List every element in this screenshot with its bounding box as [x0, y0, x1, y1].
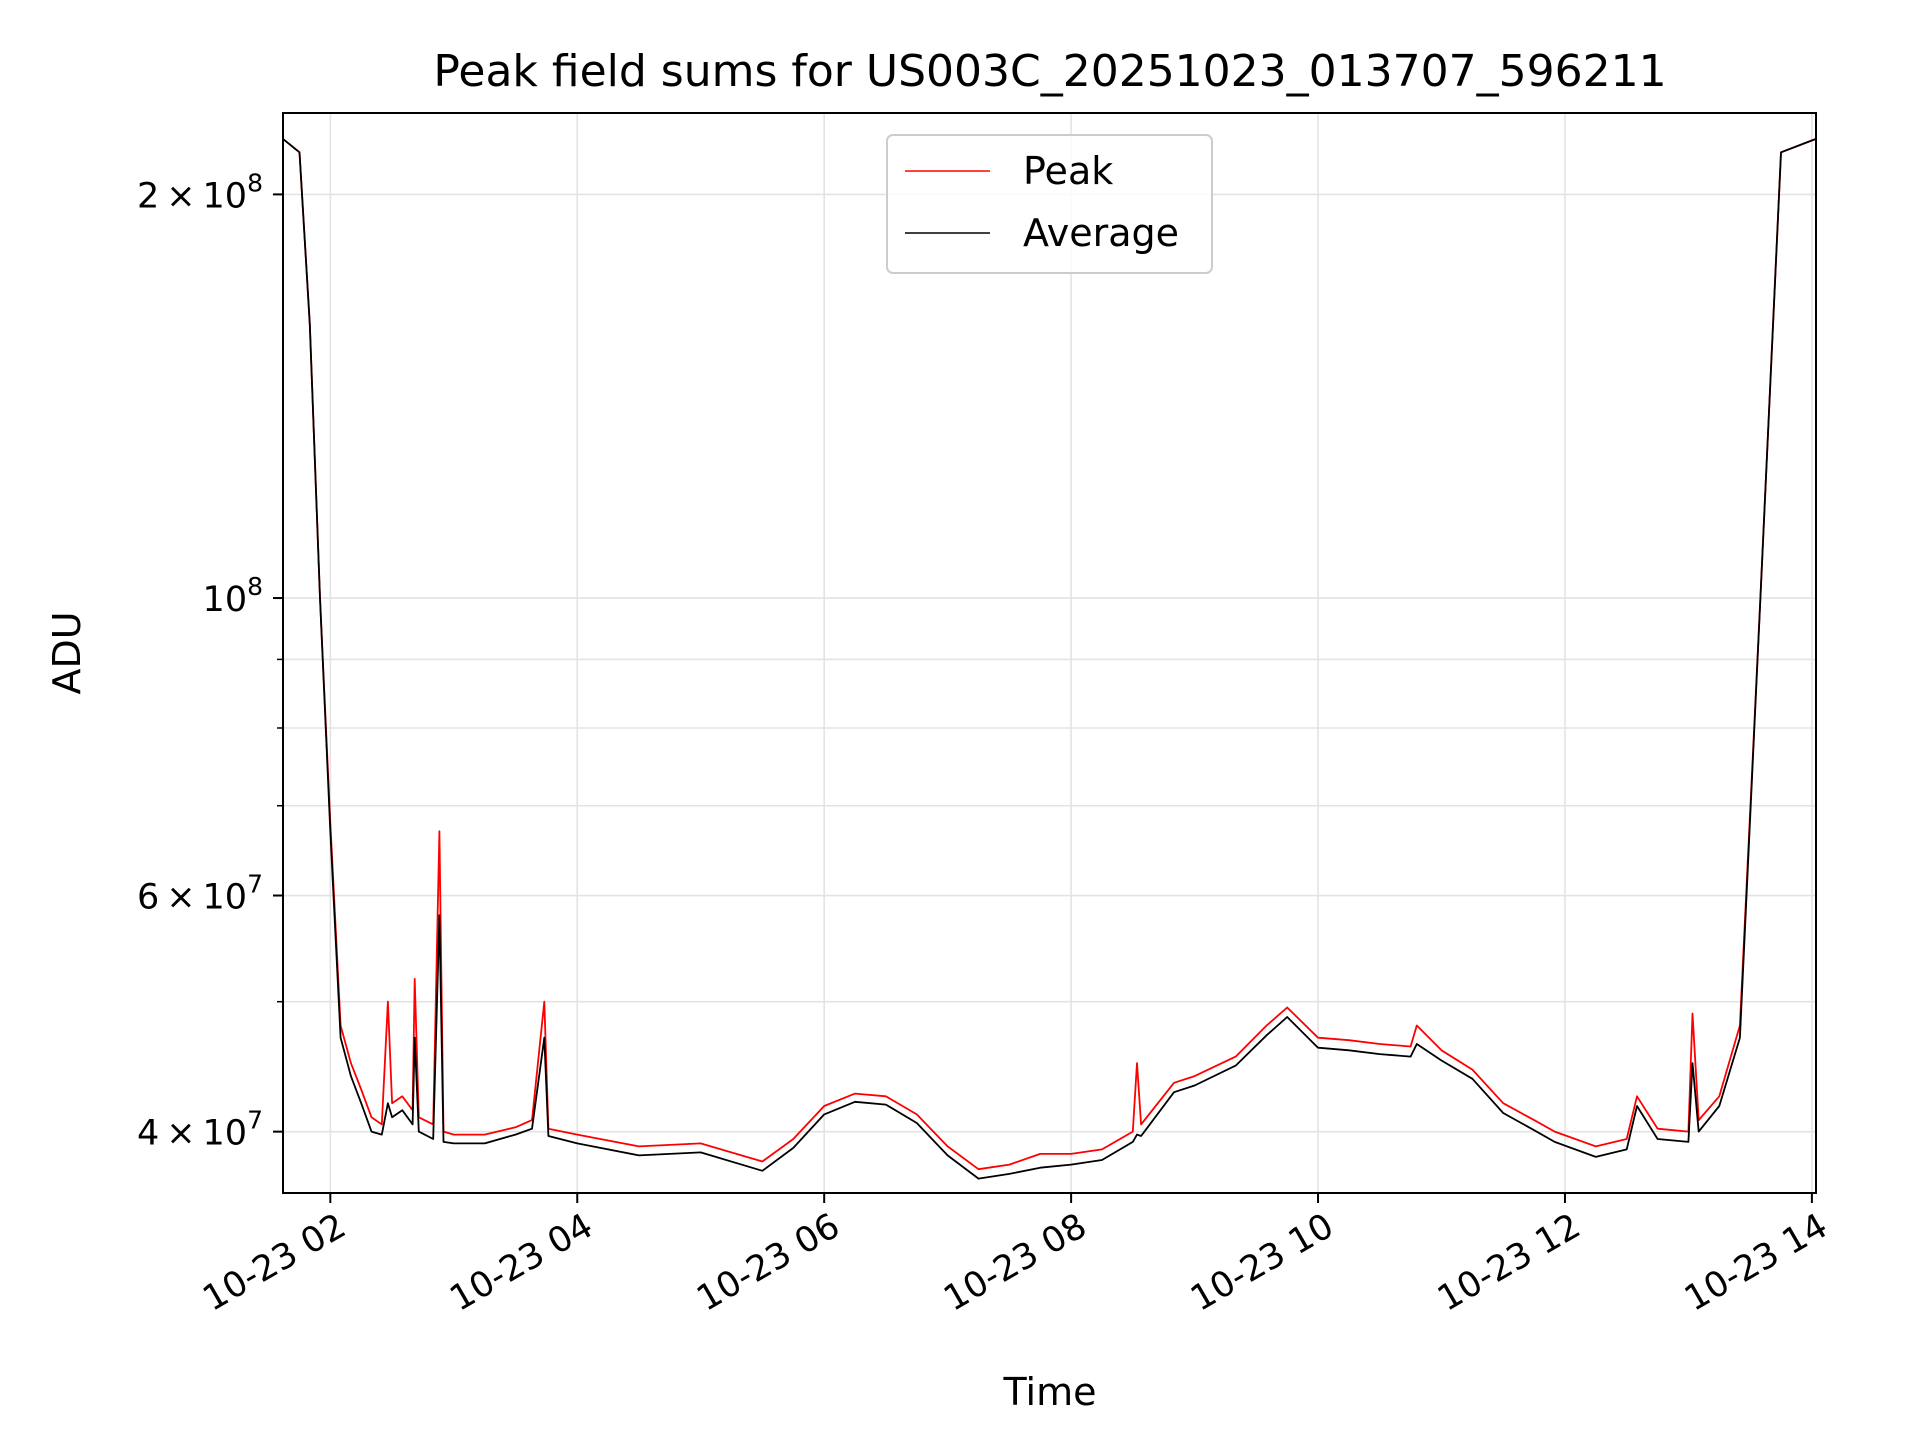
chart-title: Peak field sums for US003C_20251023_0137…: [433, 46, 1666, 97]
y-tick-label: 6 × 107: [137, 870, 263, 918]
legend: Peak Average: [886, 134, 1213, 274]
legend-box: [886, 134, 1213, 274]
x-axis-label: Time: [1003, 1370, 1097, 1414]
legend-label-peak: Peak: [1023, 149, 1113, 193]
series-line-peak: [282, 138, 1817, 1171]
y-axis-label: ADU: [45, 611, 89, 694]
plot-area-frame: [282, 112, 1817, 1194]
y-tick-label: 2 × 108: [137, 168, 263, 216]
legend-label-average: Average: [1023, 211, 1179, 255]
series-line-average: [282, 138, 1817, 1180]
series-layer: [282, 138, 1817, 1180]
y-tick-label: 4 × 107: [137, 1106, 263, 1154]
